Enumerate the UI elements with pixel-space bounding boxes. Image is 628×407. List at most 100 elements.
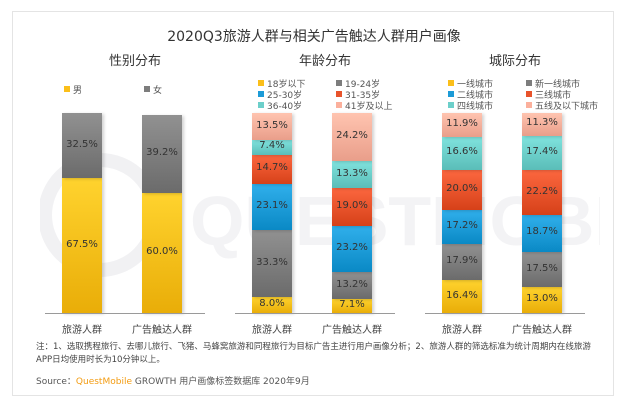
age-legend-label: 41岁及以上 <box>345 102 393 112</box>
age-bar-segment: 7.1% <box>332 298 372 313</box>
age-value-label: 13.2% <box>336 278 368 290</box>
gender-value-label: 60.0% <box>146 246 178 257</box>
city-bar-segment: 20.0% <box>442 170 482 210</box>
gender-legend-item: 女 <box>144 83 162 96</box>
age-legend-item: 18岁以下 <box>258 77 305 90</box>
age-bar-segment: 7.4% <box>252 140 292 155</box>
age-value-label: 7.1% <box>339 298 365 310</box>
age-legend-label: 18岁以下 <box>267 80 306 90</box>
age-value-label: 13.5% <box>256 119 288 131</box>
city-x-axis <box>425 313 585 314</box>
age-legend-label: 25-30岁 <box>267 91 303 101</box>
age-bar-segment: 19.0% <box>332 188 372 226</box>
footnote: 注：1、选取携程旅行、去哪儿旅行、飞猪、马蜂窝旅游和同程旅行为目标广告主进行用户… <box>36 342 591 365</box>
city-value-label: 17.2% <box>446 220 478 232</box>
age-value-label: 14.7% <box>256 162 288 174</box>
gender-legend-item: 男 <box>64 83 82 96</box>
city-legend-swatch <box>448 80 454 86</box>
city-legend-label: 五线及以下城市 <box>535 102 599 112</box>
gender-value-label: 39.2% <box>146 146 178 158</box>
age-value-label: 23.1% <box>256 200 288 212</box>
source-prefix: Source： <box>36 377 76 387</box>
age-value-label: 19.0% <box>336 200 368 211</box>
age-category-label: 广告触达人群 <box>322 325 382 336</box>
age-legend-swatch <box>336 91 342 97</box>
gender-bar-segment: 60.0% <box>142 193 182 313</box>
age-bar-segment: 14.7% <box>252 154 292 185</box>
age-bar-segment: 23.2% <box>332 226 372 273</box>
age-legend-item: 31-35岁 <box>336 88 380 101</box>
gender-bar-segment: 67.5% <box>62 178 102 313</box>
city-value-label: 17.4% <box>526 145 558 157</box>
gender-value-label: 32.5% <box>66 138 98 150</box>
city-value-label: 17.9% <box>446 255 478 267</box>
city-legend-item: 一线城市 <box>448 77 493 90</box>
city-bar-segment: 17.4% <box>522 135 562 171</box>
age-legend-item: 36-40岁 <box>258 99 302 112</box>
age-bar-segment: 13.2% <box>332 272 372 299</box>
age-legend-item: 41岁及以上 <box>336 99 392 112</box>
city-value-label: 22.2% <box>526 185 558 197</box>
gender-legend-swatch <box>64 86 70 92</box>
gender-category-label: 旅游人群 <box>62 325 102 336</box>
age-x-axis <box>235 313 395 314</box>
city-bar-segment: 16.6% <box>442 136 482 170</box>
city-bar-segment: 18.7% <box>522 214 562 253</box>
age-value-label: 33.3% <box>256 256 288 268</box>
city-value-label: 16.4% <box>446 289 478 301</box>
city-legend-item: 二线城市 <box>448 88 493 101</box>
city-bar-segment: 17.9% <box>442 244 482 281</box>
city-category-label: 旅游人群 <box>442 325 482 336</box>
gender-legend-swatch <box>144 86 150 92</box>
source-line: Source：QuestMobile GROWTH 用户画像标签数据库 2020… <box>36 374 310 387</box>
age-panel-title: 年龄分布 <box>298 54 351 69</box>
chart-title: 2020Q3旅游人群与相关广告触达人群用户画像 <box>167 29 461 45</box>
gender-panel-title: 性别分布 <box>108 54 161 69</box>
city-legend-swatch <box>526 80 532 86</box>
age-legend-swatch <box>336 102 342 108</box>
age-category-label: 旅游人群 <box>252 325 292 336</box>
age-value-label: 13.3% <box>336 167 368 179</box>
city-legend-item: 四线城市 <box>448 99 493 112</box>
city-legend-swatch <box>526 91 532 97</box>
age-legend-item: 19-24岁 <box>336 77 380 90</box>
city-value-label: 17.5% <box>526 262 558 274</box>
age-value-label: 24.2% <box>336 130 368 142</box>
age-bar-segment: 24.2% <box>332 113 372 162</box>
gender-category-label: 广告触达人群 <box>132 325 192 336</box>
age-value-label: 7.4% <box>259 140 285 152</box>
city-legend-label: 四线城市 <box>457 102 494 112</box>
age-legend-label: 19-24岁 <box>345 80 381 90</box>
city-legend-label: 一线城市 <box>457 80 494 90</box>
gender-value-label: 67.5% <box>66 238 98 250</box>
city-legend-item: 五线及以下城市 <box>526 99 598 112</box>
age-legend-label: 36-40岁 <box>267 102 303 112</box>
city-bar-segment: 17.5% <box>522 252 562 287</box>
city-legend-label: 新一线城市 <box>535 80 581 90</box>
city-bar-segment: 11.9% <box>442 113 482 137</box>
city-category-label: 广告触达人群 <box>512 325 572 336</box>
city-legend-swatch <box>526 102 532 108</box>
city-legend-swatch <box>448 102 454 108</box>
gender-legend-label: 男 <box>73 86 83 96</box>
city-bar-segment: 16.4% <box>442 280 482 313</box>
age-legend-swatch <box>336 80 342 86</box>
city-bar-segment: 13.0% <box>522 287 562 313</box>
city-value-label: 13.0% <box>526 293 558 304</box>
gender-bar-segment: 32.5% <box>62 113 102 178</box>
gender-legend-label: 女 <box>153 86 163 96</box>
city-legend-item: 新一线城市 <box>526 77 580 90</box>
city-legend-swatch <box>448 91 454 97</box>
age-bar-segment: 13.3% <box>332 161 372 188</box>
age-legend-label: 31-35岁 <box>345 91 381 101</box>
city-bar-segment: 17.2% <box>442 210 482 245</box>
source-rest: GROWTH 用户画像标签数据库 2020年9月 <box>132 377 310 387</box>
city-bar-segment: 22.2% <box>522 170 562 215</box>
age-legend-item: 25-30岁 <box>258 88 302 101</box>
city-value-label: 20.0% <box>446 183 478 194</box>
age-value-label: 8.0% <box>259 297 285 309</box>
city-legend-label: 二线城市 <box>457 91 494 101</box>
city-bar-segment: 11.3% <box>522 113 562 136</box>
city-legend-item: 三线城市 <box>526 88 571 101</box>
city-value-label: 11.3% <box>526 117 558 129</box>
